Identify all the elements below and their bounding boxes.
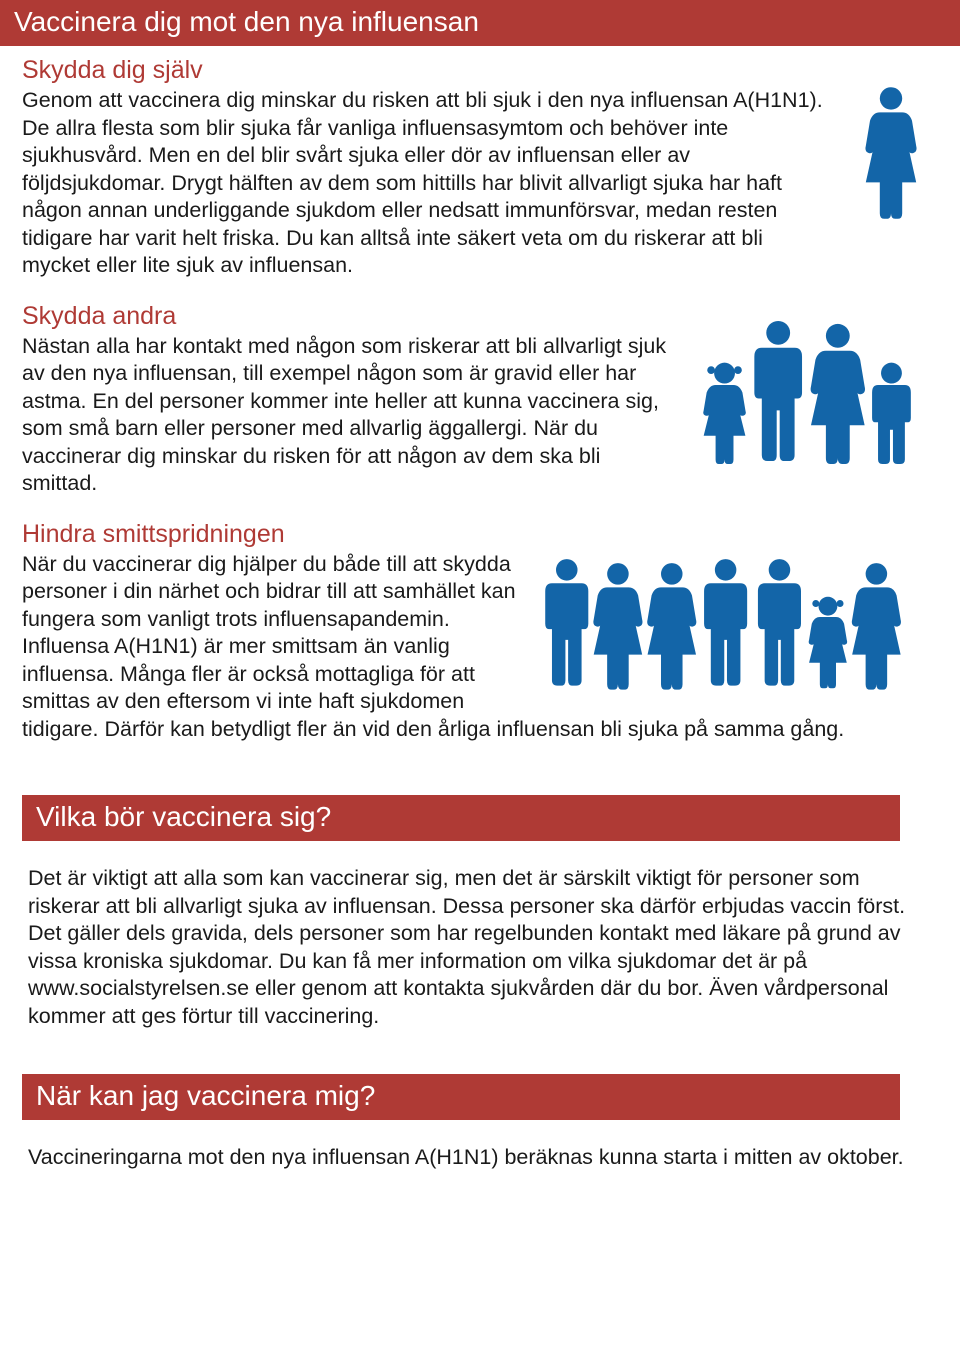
banner-when-title: När kan jag vaccinera mig? (36, 1080, 375, 1111)
banner-who-should-vaccinate: Vilka bör vaccinera sig? (22, 795, 900, 841)
section-protect-others: Skydda andra Nästan alla har kontakt med… (22, 302, 938, 498)
banner-vaccinate: Vaccinera dig mot den nya influensan (0, 0, 960, 46)
people-icon-single (843, 56, 938, 228)
body-protect-others: Nästan alla har kontakt med någon som ri… (22, 333, 668, 498)
section-prevent-spread: Hindra smittspridningen När du vaccinera… (22, 520, 938, 744)
body-who-should-vaccinate: Det är viktigt att alla som kan vacciner… (0, 851, 960, 1030)
banner-who-title: Vilka bör vaccinera sig? (36, 801, 331, 832)
heading-protect-others: Skydda andra (22, 302, 668, 331)
heading-protect-yourself: Skydda dig själv (22, 56, 833, 85)
people-icon-crowd (526, 551, 938, 691)
body-protect-yourself: Genom att vaccinera dig minskar du riske… (22, 87, 833, 280)
heading-prevent-spread: Hindra smittspridningen (22, 520, 938, 549)
body-when-vaccinate: Vaccineringarna mot den nya influensan A… (0, 1130, 960, 1172)
section-protect-yourself: Skydda dig själv Genom att vaccinera dig… (22, 56, 938, 280)
people-icon-family (678, 302, 938, 467)
banner-when-vaccinate: När kan jag vaccinera mig? (22, 1074, 900, 1120)
banner-vaccinate-title: Vaccinera dig mot den nya influensan (14, 6, 479, 37)
